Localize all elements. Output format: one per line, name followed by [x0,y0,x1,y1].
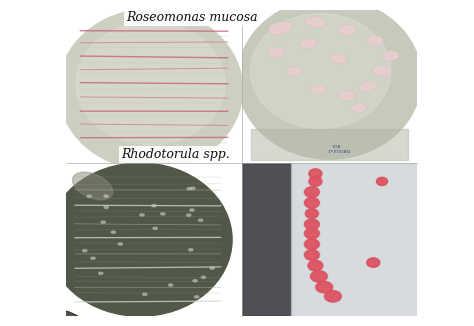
Ellipse shape [324,290,342,302]
Ellipse shape [161,213,165,215]
Ellipse shape [104,206,109,209]
Ellipse shape [193,280,197,282]
Text: Roseomonas mucosa: Roseomonas mucosa [126,11,258,24]
Ellipse shape [339,91,355,100]
Ellipse shape [309,177,321,186]
Ellipse shape [304,249,319,260]
Ellipse shape [374,67,391,76]
Ellipse shape [153,227,157,230]
Ellipse shape [118,243,122,245]
Ellipse shape [360,82,376,91]
Bar [250,129,408,160]
Ellipse shape [237,0,421,159]
Ellipse shape [352,104,366,112]
Ellipse shape [186,214,191,216]
Ellipse shape [311,271,327,282]
Ellipse shape [338,25,356,34]
Ellipse shape [301,39,316,48]
Bar [291,163,417,316]
Bar [242,163,291,316]
Ellipse shape [87,195,91,198]
Ellipse shape [287,67,301,75]
Ellipse shape [306,209,318,218]
Ellipse shape [367,36,383,45]
Ellipse shape [305,209,319,219]
Ellipse shape [373,66,391,76]
Ellipse shape [310,271,328,282]
Ellipse shape [309,169,322,179]
Ellipse shape [287,67,302,75]
Ellipse shape [48,163,232,316]
Ellipse shape [91,257,95,259]
Text: F3B5014↘1
   B59: F3B5014↘1 B59 [327,142,350,151]
Ellipse shape [101,221,105,223]
Ellipse shape [316,282,332,292]
Ellipse shape [330,54,346,63]
Ellipse shape [306,17,325,27]
Ellipse shape [366,258,380,267]
Ellipse shape [304,197,319,208]
Ellipse shape [104,195,109,197]
Ellipse shape [360,82,376,91]
Ellipse shape [367,258,379,267]
Ellipse shape [194,296,199,298]
Ellipse shape [377,178,387,185]
Ellipse shape [304,186,319,198]
Ellipse shape [190,209,194,211]
Ellipse shape [210,267,214,269]
Ellipse shape [383,52,399,60]
Text: Rhodotorula spp.: Rhodotorula spp. [121,148,229,161]
Ellipse shape [309,169,321,178]
Ellipse shape [383,51,399,60]
Ellipse shape [269,48,285,57]
Ellipse shape [308,260,323,271]
Ellipse shape [339,91,355,100]
Ellipse shape [187,187,191,190]
Ellipse shape [5,308,92,326]
Ellipse shape [99,272,103,274]
Ellipse shape [316,281,333,293]
Ellipse shape [191,187,195,189]
Ellipse shape [352,104,366,112]
Ellipse shape [304,239,319,250]
Ellipse shape [312,85,326,93]
Ellipse shape [305,187,319,197]
Ellipse shape [305,219,319,229]
Ellipse shape [300,39,317,48]
Ellipse shape [305,250,319,260]
Ellipse shape [305,17,326,27]
Ellipse shape [330,54,346,63]
Ellipse shape [305,198,319,208]
Ellipse shape [338,25,356,35]
Ellipse shape [269,22,292,34]
Ellipse shape [304,219,319,230]
Ellipse shape [309,261,322,271]
Ellipse shape [189,249,193,251]
Ellipse shape [58,9,243,170]
Ellipse shape [269,22,292,34]
Ellipse shape [73,172,113,200]
Ellipse shape [152,204,156,207]
Ellipse shape [305,239,319,249]
Ellipse shape [367,36,383,45]
Ellipse shape [143,293,147,295]
Ellipse shape [309,176,322,186]
Ellipse shape [325,291,341,302]
Ellipse shape [311,85,326,94]
Ellipse shape [168,284,173,286]
Ellipse shape [376,177,388,185]
Ellipse shape [269,49,285,57]
Ellipse shape [111,231,116,233]
Ellipse shape [140,214,144,216]
Ellipse shape [305,229,319,238]
Ellipse shape [199,219,203,221]
Ellipse shape [82,249,87,252]
Ellipse shape [304,228,319,239]
Ellipse shape [76,22,225,145]
Ellipse shape [201,276,206,278]
Ellipse shape [250,14,391,128]
